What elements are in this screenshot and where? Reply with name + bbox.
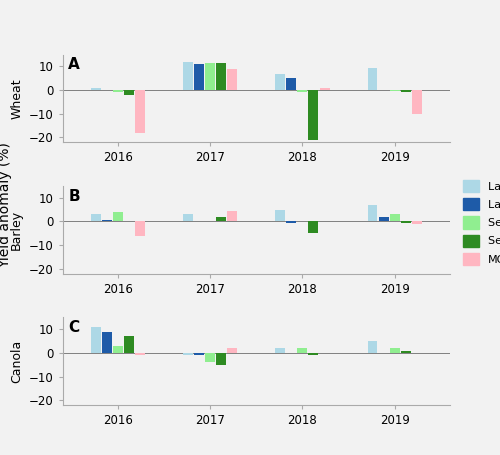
Bar — [183, 62, 193, 90]
Bar — [400, 90, 410, 92]
Bar — [308, 90, 318, 140]
Bar — [113, 212, 123, 222]
Y-axis label: Canola: Canola — [10, 339, 23, 383]
Text: C: C — [68, 320, 80, 335]
Text: B: B — [68, 189, 80, 203]
Bar — [90, 214, 101, 222]
Bar — [368, 205, 378, 222]
Bar — [228, 348, 237, 353]
Y-axis label: Barley: Barley — [10, 210, 23, 250]
Bar — [90, 327, 101, 353]
Bar — [276, 348, 285, 353]
Bar — [298, 348, 308, 353]
Bar — [390, 90, 400, 91]
Bar — [102, 332, 112, 353]
Bar — [228, 69, 237, 90]
Bar — [276, 74, 285, 90]
Y-axis label: Wheat: Wheat — [10, 78, 23, 119]
Bar — [216, 217, 226, 222]
Bar — [378, 217, 388, 222]
Bar — [102, 220, 112, 222]
Bar — [90, 88, 101, 90]
Bar — [205, 353, 215, 362]
Bar — [216, 353, 226, 365]
Bar — [298, 90, 308, 92]
Bar — [113, 90, 123, 92]
Bar — [412, 222, 422, 224]
Bar — [135, 353, 145, 355]
Legend: Landsat multi-index, Landsat single index, Sentinel multi-index, Sentinel single: Landsat multi-index, Landsat single inde… — [464, 161, 500, 265]
Bar — [390, 214, 400, 222]
Bar — [390, 348, 400, 353]
Bar — [124, 336, 134, 353]
Bar — [135, 222, 145, 236]
Bar — [320, 88, 330, 90]
Bar — [194, 353, 204, 355]
Bar — [276, 210, 285, 222]
Bar — [412, 90, 422, 114]
Bar — [308, 353, 318, 355]
Text: Yield anomaly (%): Yield anomaly (%) — [0, 142, 12, 268]
Bar — [400, 350, 410, 353]
Text: A: A — [68, 57, 80, 72]
Bar — [183, 214, 193, 222]
Bar — [194, 64, 204, 90]
Bar — [205, 63, 215, 90]
Bar — [368, 341, 378, 353]
Bar — [183, 353, 193, 355]
Bar — [216, 63, 226, 90]
Bar — [113, 346, 123, 353]
Bar — [308, 222, 318, 233]
Bar — [228, 211, 237, 222]
Bar — [286, 78, 296, 90]
Bar — [124, 90, 134, 95]
Bar — [368, 68, 378, 90]
Bar — [135, 90, 145, 133]
